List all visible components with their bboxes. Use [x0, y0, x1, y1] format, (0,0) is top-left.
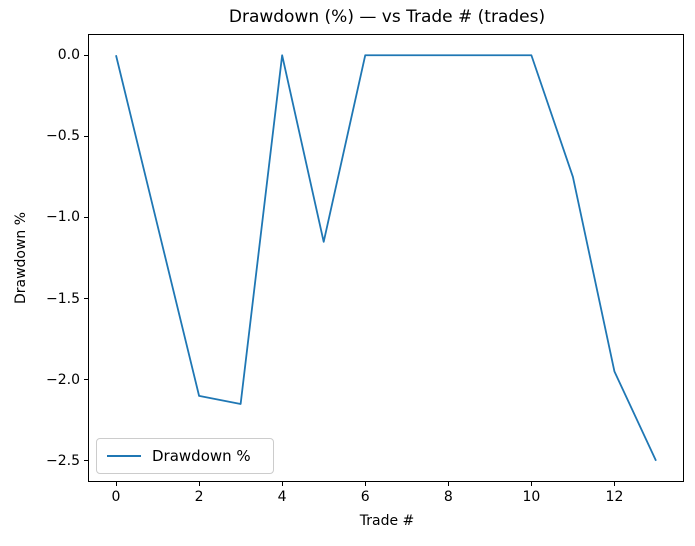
x-tick-mark — [447, 482, 449, 486]
x-tick-label: 12 — [605, 489, 624, 505]
y-tick-label: −1.5 — [46, 290, 80, 307]
y-tick-label: −2.5 — [46, 452, 80, 469]
y-tick-label: −2.0 — [46, 371, 80, 388]
y-tick-mark — [84, 216, 88, 218]
x-tick-mark — [613, 482, 615, 486]
y-axis-label: Drawdown % — [13, 211, 29, 305]
x-axis-label: Trade # — [359, 513, 415, 529]
y-tick-label: −0.5 — [46, 128, 80, 145]
x-tick-mark — [530, 482, 532, 486]
drawdown-line-series — [115, 54, 657, 462]
x-tick-label: 2 — [194, 489, 204, 505]
x-tick-label: 0 — [111, 489, 121, 505]
y-tick-label: 0.0 — [57, 47, 80, 64]
y-tick-mark — [84, 54, 88, 56]
legend-line-swatch — [107, 455, 141, 457]
plot-area — [88, 34, 684, 482]
x-tick-label: 10 — [522, 489, 541, 505]
legend: Drawdown % — [96, 438, 274, 474]
x-tick-label: 8 — [443, 489, 453, 505]
drawdown-line-chart — [115, 54, 657, 462]
x-tick-label: 6 — [360, 489, 370, 505]
x-tick-mark — [364, 482, 366, 486]
x-tick-mark — [281, 482, 283, 486]
legend-label: Drawdown % — [152, 447, 251, 465]
y-tick-mark — [84, 298, 88, 300]
x-tick-label: 4 — [277, 489, 287, 505]
chart-title: Drawdown (%) — vs Trade # (trades) — [228, 7, 546, 27]
y-tick-label: −1.0 — [46, 209, 80, 226]
y-tick-mark — [84, 135, 88, 137]
x-tick-mark — [115, 482, 117, 486]
y-tick-mark — [84, 379, 88, 381]
x-tick-mark — [198, 482, 200, 486]
y-tick-mark — [84, 460, 88, 462]
